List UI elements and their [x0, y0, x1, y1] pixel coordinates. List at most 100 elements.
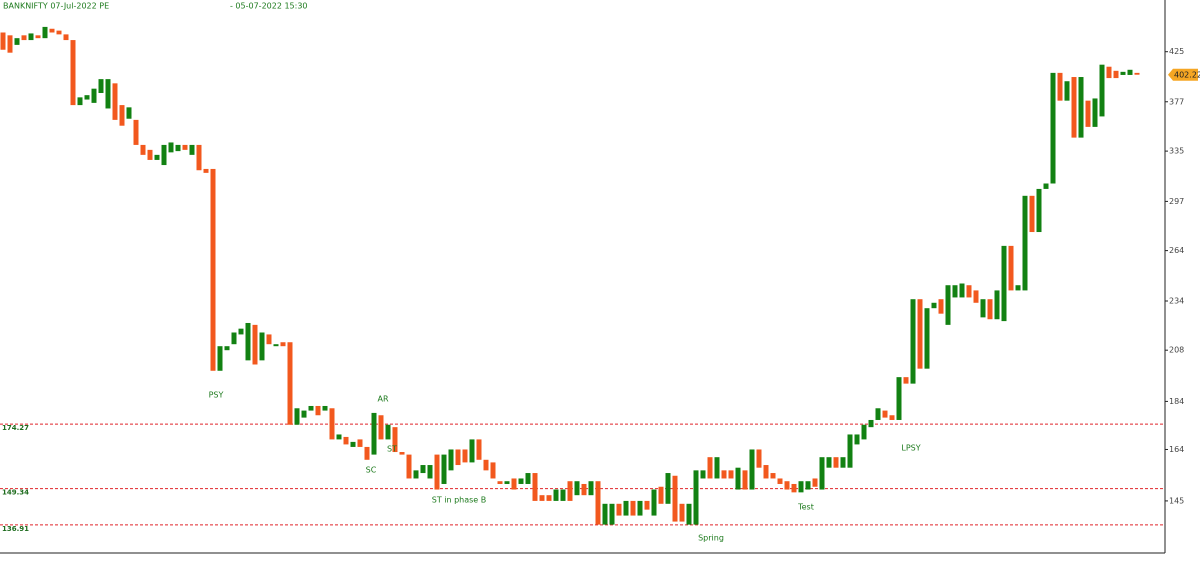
candle [476, 439, 482, 460]
candle [1036, 188, 1042, 233]
candle [448, 449, 454, 471]
candle [224, 346, 230, 351]
candle [665, 473, 671, 504]
y-tick-label: 234 [1169, 296, 1184, 305]
candle [525, 473, 531, 484]
candle [126, 107, 132, 119]
candle [0, 32, 6, 50]
candle [763, 465, 769, 479]
candle [28, 33, 34, 41]
candle [1043, 183, 1049, 189]
candle [231, 332, 237, 345]
candle [700, 470, 706, 479]
candle [693, 470, 699, 525]
candle [245, 322, 251, 361]
candle [1022, 195, 1028, 291]
annotation: LPSY [901, 444, 920, 453]
y-tick-label: 164 [1169, 445, 1184, 454]
candle [1134, 72, 1140, 75]
candle [196, 144, 202, 171]
candle [301, 410, 307, 418]
y-tick-label: 297 [1169, 197, 1184, 206]
candle [336, 434, 342, 440]
candle [14, 38, 20, 45]
candle [154, 154, 160, 160]
candle [287, 342, 293, 425]
candle [721, 470, 727, 479]
candle [413, 470, 419, 479]
candle [427, 465, 433, 479]
candle [203, 168, 209, 173]
candle [805, 481, 811, 490]
candle [532, 473, 538, 501]
candle [1106, 66, 1112, 79]
annotation: SC [366, 466, 377, 475]
candle [182, 144, 188, 150]
candle [91, 88, 97, 103]
candle [63, 34, 69, 41]
candle [175, 144, 181, 152]
last-price-marker [1168, 68, 1198, 81]
candle [364, 446, 370, 460]
candle [686, 503, 692, 525]
candle [147, 149, 153, 160]
candle [441, 454, 447, 484]
candle [924, 308, 930, 369]
candle [371, 412, 377, 455]
candle [840, 457, 846, 468]
candle [1127, 69, 1133, 75]
annotation: PSY [209, 391, 224, 400]
candle [707, 457, 713, 479]
candle [504, 481, 510, 484]
candle [1078, 77, 1084, 138]
candle [35, 35, 41, 39]
candle [308, 405, 314, 411]
candle [819, 457, 825, 490]
candle [917, 299, 923, 369]
candle [966, 285, 972, 298]
candle [938, 299, 944, 314]
candle [672, 475, 678, 522]
candle [77, 97, 83, 106]
y-tick-label: 145 [1169, 496, 1184, 505]
candle [812, 478, 818, 487]
candle [238, 328, 244, 335]
candle [217, 346, 223, 371]
candle [644, 500, 650, 510]
candle [952, 285, 958, 298]
candle [350, 441, 356, 447]
candle [602, 503, 608, 525]
candle [770, 473, 776, 479]
candle [462, 449, 468, 463]
candle [1120, 71, 1126, 75]
candle [406, 454, 412, 479]
candle [1085, 100, 1091, 127]
candle [868, 419, 874, 428]
candle [539, 495, 545, 501]
candle [588, 481, 594, 496]
candle [112, 83, 118, 120]
candle [742, 470, 748, 490]
candle [42, 26, 48, 39]
candle [784, 481, 790, 490]
candle [168, 142, 174, 153]
candle [567, 481, 573, 501]
candle [455, 449, 461, 466]
candle [581, 483, 587, 496]
candle [994, 290, 1000, 320]
candle [490, 462, 496, 479]
annotation: Spring [698, 534, 724, 543]
candle [546, 495, 552, 501]
candle [357, 439, 363, 447]
candle [210, 168, 216, 371]
candle [133, 119, 139, 145]
candle [574, 481, 580, 496]
candle [735, 467, 741, 490]
candle [1099, 64, 1105, 117]
candle [1050, 72, 1056, 184]
candle [973, 290, 979, 303]
candle [714, 457, 720, 479]
candle [56, 30, 62, 35]
